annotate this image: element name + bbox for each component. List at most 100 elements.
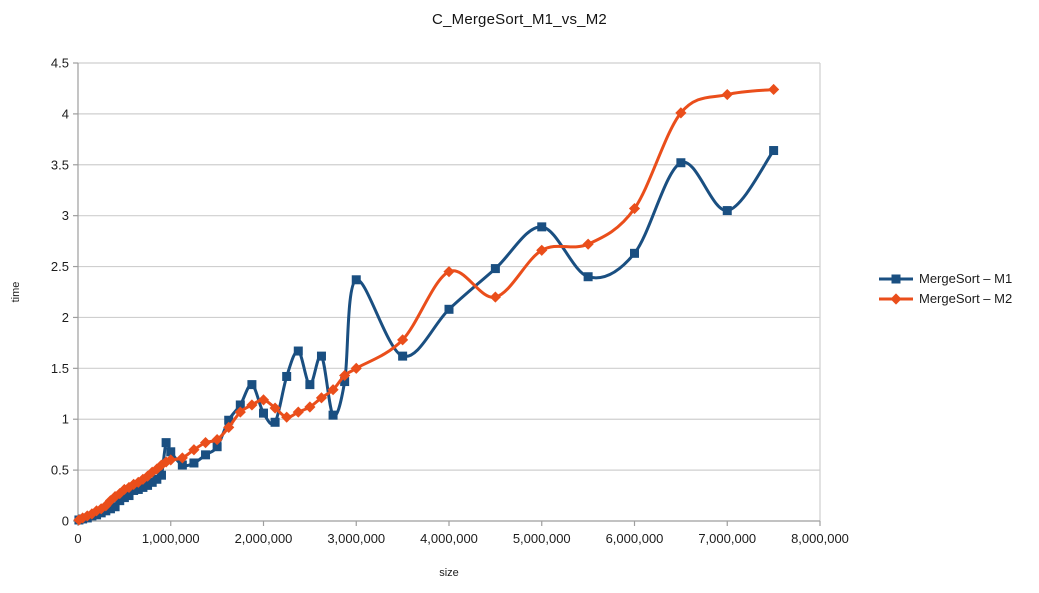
data-point-m2 [73,514,85,526]
data-point-m1 [235,400,245,410]
legend-item-m2[interactable]: MergeSort – M2 [878,291,1012,306]
data-point-m2 [327,384,339,396]
data-point-m2 [628,202,641,215]
data-point-m2 [443,266,455,278]
data-point-m1 [143,480,153,490]
data-point-m1 [247,380,257,390]
data-point-m1 [305,380,315,390]
data-point-m1 [105,504,115,514]
data-point-m1 [224,415,234,425]
data-point-m1 [769,146,779,156]
data-point-m2 [768,83,780,96]
y-tick-label: 4.5 [51,56,69,71]
legend-line-marker-m1-icon [878,273,914,285]
data-point-m1 [676,158,686,168]
data-point-m1 [119,493,129,503]
data-point-m1 [351,275,361,285]
data-point-m2 [350,362,362,374]
series-m2 [73,83,780,526]
data-point-m2 [211,433,223,446]
chart-title: C_MergeSort_M1_vs_M2 [432,11,607,28]
data-point-m2 [81,510,93,522]
data-point-m2 [281,411,293,423]
y-tick-label: 2.5 [51,259,69,274]
x-axis-title: size [439,567,459,579]
x-tick-label: 8,000,000 [791,531,849,546]
data-point-m2 [234,406,246,418]
data-point-m2 [109,490,121,503]
data-point-m2 [95,503,107,515]
data-point-m2 [397,334,409,346]
legend-line-marker-m2-icon [878,292,914,305]
data-point-m1 [177,460,187,470]
data-point-m2 [339,369,351,382]
data-point-m1 [115,496,125,506]
data-point-m1 [259,408,268,418]
legend-label-m2: MergeSort – M2 [919,291,1013,306]
data-point-m1 [316,351,326,361]
y-tick-label: 4 [62,106,69,121]
data-point-m1 [124,491,134,501]
data-point-m1 [156,470,166,480]
legend: MergeSort – M1 MergeSort – M2 [878,271,1012,306]
data-point-m1 [340,377,350,387]
data-point-m1 [444,304,454,314]
y-tick-label: 3.5 [51,157,69,172]
data-point-m1 [152,474,162,484]
data-point-m2 [188,444,200,456]
x-tick-label: 2,000,000 [235,531,293,546]
legend-label-m1: MergeSort – M1 [919,271,1013,286]
data-point-m2 [536,244,548,256]
data-point-m1 [138,482,148,492]
y-tick-label: 0 [62,514,69,529]
data-point-m1 [201,450,211,460]
data-point-m1 [583,272,593,282]
data-point-m1 [282,371,292,381]
x-tick-label: 4,000,000 [420,531,478,546]
x-tick-label: 6,000,000 [606,531,664,546]
legend-sample-marker-m1 [891,274,901,283]
x-tick-label: 0 [74,531,81,546]
data-point-m2 [199,437,212,449]
data-point-m2 [304,401,316,413]
data-point-m1 [398,351,408,361]
y-tick-label: 2 [62,310,69,325]
data-point-m1 [490,264,500,274]
data-point-m1 [537,222,547,232]
data-point-m2 [721,88,733,101]
x-tick-label: 1,000,000 [142,531,200,546]
data-point-m1 [328,410,338,420]
data-point-m2 [489,291,501,303]
y-tick-label: 1 [62,412,69,427]
data-point-m1 [147,477,157,487]
data-point-m1 [722,206,732,216]
data-point-m1 [293,346,303,356]
data-point-m1 [212,442,222,452]
data-point-m2 [292,406,304,418]
y-tick-label: 1.5 [51,361,69,376]
data-point-m1 [630,248,639,258]
legend-sample-marker-m2 [890,292,902,305]
data-point-m2 [675,107,687,119]
data-point-m2 [77,512,89,524]
data-point-m2 [223,421,235,433]
data-point-m1 [110,502,120,512]
x-tick-label: 3,000,000 [327,531,385,546]
data-point-m1 [189,458,199,468]
data-point-m1 [270,417,280,427]
x-tick-label: 5,000,000 [513,531,571,546]
x-tick-label: 7,000,000 [698,531,756,546]
data-point-m2 [582,238,594,250]
y-tick-label: 3 [62,208,69,223]
legend-item-m1[interactable]: MergeSort – M1 [878,271,1012,286]
data-point-m2 [246,399,258,411]
data-point-m2 [315,392,328,404]
data-point-m2 [176,452,188,464]
data-point-m1 [129,485,139,495]
data-point-m2 [269,402,281,414]
y-tick-label: 0.5 [51,463,69,478]
data-point-m1 [166,447,176,457]
data-point-m1 [133,484,143,494]
series-m1 [74,146,779,525]
